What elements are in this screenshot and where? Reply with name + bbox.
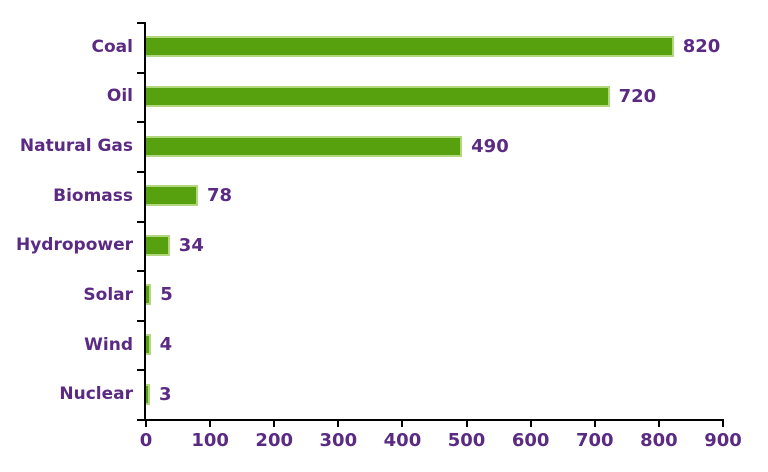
y-axis-tick — [137, 319, 146, 322]
category-label-natural-gas: Natural Gas — [19, 136, 133, 157]
bar-nuclear — [146, 383, 150, 405]
value-label-solar: 5 — [160, 284, 173, 306]
category-label-nuclear: Nuclear — [59, 384, 133, 405]
value-label-nuclear: 3 — [159, 383, 172, 405]
x-axis-tick — [273, 419, 276, 427]
bar-coal — [146, 36, 674, 58]
x-axis-tick-label: 700 — [575, 430, 614, 451]
category-label-coal: Coal — [91, 36, 133, 57]
x-axis-tick-label: 300 — [319, 430, 358, 451]
x-axis-tick — [145, 419, 147, 427]
value-label-wind: 4 — [159, 334, 173, 356]
x-axis-tick-label: 100 — [191, 430, 229, 451]
x-axis-tick-label: 900 — [704, 430, 742, 451]
category-label-oil: Oil — [106, 86, 133, 107]
x-axis-tick — [465, 419, 468, 427]
bar-hydropower — [146, 234, 170, 256]
value-label-natural-gas: 490 — [471, 135, 509, 157]
x-axis-tick-label: 800 — [640, 430, 678, 451]
y-axis-tick — [137, 170, 146, 173]
x-axis-tick-label: 0 — [139, 430, 153, 451]
value-label-coal: 820 — [682, 36, 721, 58]
y-axis-tick — [137, 270, 146, 273]
x-axis-tick — [209, 419, 212, 427]
x-axis-tick — [337, 419, 340, 427]
x-axis-tick-label: 400 — [383, 430, 422, 451]
x-axis-tick-label: 500 — [447, 430, 486, 451]
x-axis-tick-label: 600 — [511, 430, 550, 451]
y-axis-tick — [137, 121, 146, 124]
y-axis-tick — [137, 220, 146, 223]
category-label-hydropower: Hydropower — [15, 235, 133, 256]
x-axis-tick — [657, 419, 660, 427]
bar-natural-gas — [146, 135, 463, 157]
value-label-oil: 720 — [618, 85, 657, 107]
bar-wind — [146, 334, 151, 356]
y-axis-tick — [137, 71, 146, 74]
bar-biomass — [146, 185, 198, 207]
bar-oil — [146, 85, 610, 107]
x-axis-tick — [722, 419, 724, 427]
y-axis-tick — [137, 369, 146, 372]
category-label-solar: Solar — [83, 284, 133, 305]
y-axis-tick — [137, 22, 146, 24]
value-label-biomass: 78 — [207, 185, 233, 207]
category-label-biomass: Biomass — [53, 185, 133, 206]
x-axis-tick — [529, 419, 532, 427]
x-axis-tick — [401, 419, 404, 427]
value-label-hydropower: 34 — [178, 234, 204, 256]
bar-solar — [146, 284, 152, 306]
x-axis-line — [144, 419, 724, 421]
y-axis-tick — [137, 419, 146, 421]
x-axis-tick-label: 200 — [255, 430, 293, 451]
category-label-wind: Wind — [84, 334, 133, 355]
x-axis-tick — [593, 419, 596, 427]
